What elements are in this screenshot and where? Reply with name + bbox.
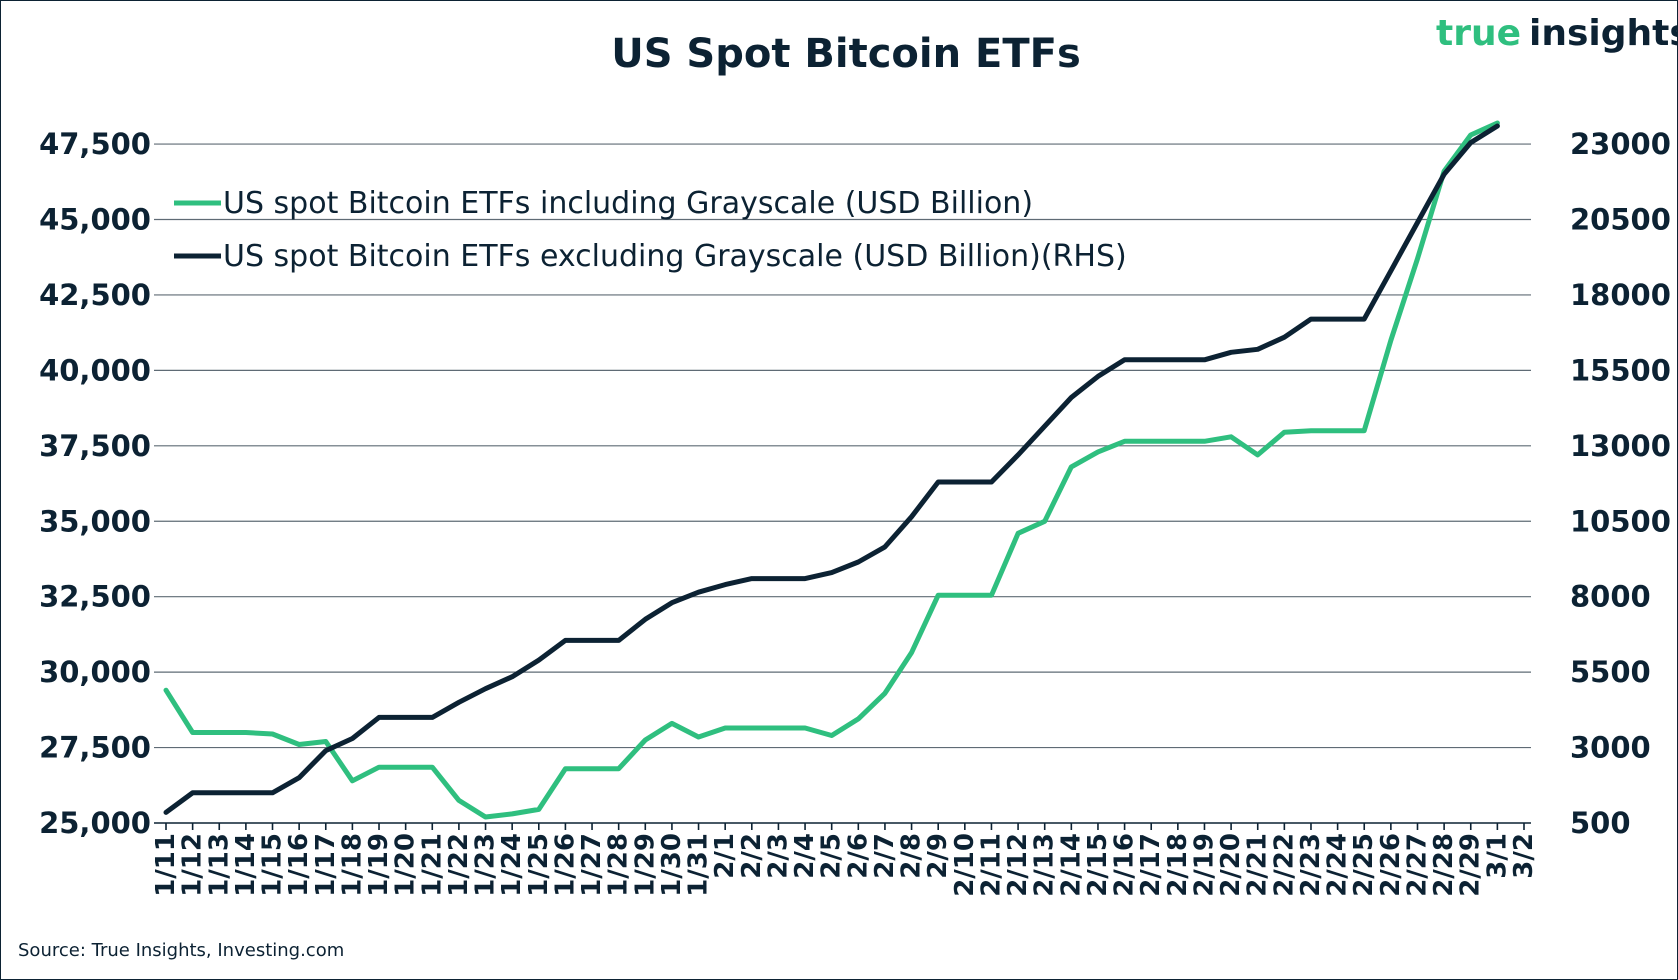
x-tick-label: 3/2	[1509, 833, 1539, 879]
legend-item-excluding-grayscale: US spot Bitcoin ETFs excluding Grayscale…	[174, 239, 1127, 274]
right-y-tick-label: 8000	[1570, 580, 1651, 614]
x-tick-label: 2/23	[1296, 833, 1326, 897]
series-line-including-grayscale	[163, 120, 1500, 820]
x-tick-label: 2/10	[950, 833, 980, 897]
left-y-tick-label: 27,500	[39, 731, 151, 765]
logo-text-insights: insights	[1529, 13, 1677, 54]
legend: US spot Bitcoin ETFs including Grayscale…	[174, 186, 1127, 274]
x-tick-label: 2/13	[1030, 833, 1060, 897]
x-tick-label: 1/13	[204, 833, 234, 897]
x-tick-label: 2/14	[1056, 833, 1086, 897]
legend-label-including-grayscale: US spot Bitcoin ETFs including Grayscale…	[223, 186, 1033, 221]
x-tick-label: 2/17	[1136, 833, 1166, 897]
x-tick-label: 2/9	[923, 833, 953, 879]
x-tick-label: 2/5	[817, 833, 847, 879]
series-line-excluding-grayscale	[163, 123, 1500, 815]
x-tick-label: 1/17	[311, 833, 341, 897]
x-tick-label: 1/16	[284, 833, 314, 897]
left-y-tick-label: 40,000	[39, 353, 151, 387]
x-tick-label: 2/7	[870, 833, 900, 879]
left-y-tick-label: 32,500	[39, 580, 151, 614]
x-tick-label: 2/19	[1189, 833, 1219, 897]
x-tick-label: 2/11	[976, 833, 1006, 897]
x-tick-label: 1/26	[550, 833, 580, 897]
gridlines	[154, 143, 1531, 749]
x-tick-label: 1/23	[471, 833, 501, 897]
left-y-tick-label: 37,500	[39, 429, 151, 463]
x-tick-label: 1/14	[231, 833, 261, 897]
legend-label-excluding-grayscale: US spot Bitcoin ETFs excluding Grayscale…	[223, 239, 1127, 274]
x-tick-label: 2/29	[1456, 833, 1486, 897]
x-tick-label: 2/3	[763, 833, 793, 879]
x-tick-label: 2/26	[1376, 833, 1406, 897]
x-tick-label: 1/12	[178, 833, 208, 897]
x-tick-label: 2/28	[1429, 833, 1459, 897]
right-y-tick-label: 3000	[1570, 731, 1651, 765]
x-tick-label: 2/6	[843, 833, 873, 879]
left-y-tick-label: 47,500	[39, 127, 151, 161]
series-lines	[163, 120, 1500, 820]
left-y-tick-label: 35,000	[39, 504, 151, 538]
x-tick-label: 2/2	[737, 833, 767, 879]
x-tick-label: 1/29	[630, 833, 660, 897]
x-tick-label: 1/22	[444, 833, 474, 897]
x-tick-label: 2/24	[1323, 833, 1353, 897]
left-y-tick-label: 42,500	[39, 278, 151, 312]
right-y-tick-label: 23000	[1570, 127, 1671, 161]
x-tick-label: 2/21	[1243, 833, 1273, 897]
x-tick-label: 2/20	[1216, 833, 1246, 897]
x-tick-label: 1/20	[391, 833, 421, 897]
x-tick-label: 1/27	[577, 833, 607, 897]
logo-text-true: true	[1436, 13, 1521, 54]
x-tick-label: 1/21	[417, 833, 447, 897]
x-tick-label: 1/25	[524, 833, 554, 897]
source-note: Source: True Insights, Investing.com	[18, 940, 344, 961]
x-tick-label: 2/4	[790, 833, 820, 879]
chart-title: US Spot Bitcoin ETFs	[611, 31, 1081, 77]
x-tick-label: 2/18	[1163, 833, 1193, 897]
x-tick-label: 1/18	[337, 833, 367, 897]
x-tick-label: 2/15	[1083, 833, 1113, 897]
x-tick-label: 1/31	[684, 833, 714, 897]
x-tick-label: 1/15	[258, 833, 288, 897]
x-tick-label: 2/25	[1349, 833, 1379, 897]
right-y-tick-label: 10500	[1570, 504, 1671, 538]
right-y-tick-label: 20500	[1570, 203, 1671, 237]
x-tick-label: 1/30	[657, 833, 687, 897]
x-tick-label: 2/22	[1269, 833, 1299, 897]
x-tick-label: 1/19	[364, 833, 394, 897]
right-y-tick-label: 5500	[1570, 655, 1651, 689]
right-y-tick-label: 500	[1570, 806, 1631, 840]
x-axis: 1/111/121/131/141/151/161/171/181/191/20…	[151, 822, 1539, 897]
x-tick-label: 2/16	[1110, 833, 1140, 897]
x-tick-label: 1/24	[497, 833, 527, 897]
left-y-tick-label: 30,000	[39, 655, 151, 689]
left-y-tick-label: 25,000	[39, 806, 151, 840]
right-y-tick-label: 13000	[1570, 429, 1671, 463]
right-y-tick-label: 15500	[1570, 353, 1671, 387]
legend-item-including-grayscale: US spot Bitcoin ETFs including Grayscale…	[174, 186, 1033, 221]
left-y-axis: 25,000 27,500 30,000 32,500 35,000 37,500 40,0…	[39, 127, 151, 840]
x-tick-label: 2/1	[710, 833, 740, 879]
logo: true insights	[1436, 13, 1677, 54]
x-tick-label: 3/1	[1482, 833, 1512, 879]
x-tick-label: 2/12	[1003, 833, 1033, 897]
left-y-tick-label: 45,000	[39, 203, 151, 237]
x-tick-label: 1/11	[151, 833, 181, 897]
right-y-tick-label: 18000	[1570, 278, 1671, 312]
x-tick-label: 2/8	[897, 833, 927, 879]
right-y-axis: 500 3000 5500 8000 10500 13000 15500 18000 20500…	[1570, 127, 1671, 840]
x-tick-label: 2/27	[1402, 833, 1432, 897]
x-tick-label: 1/28	[604, 833, 634, 897]
